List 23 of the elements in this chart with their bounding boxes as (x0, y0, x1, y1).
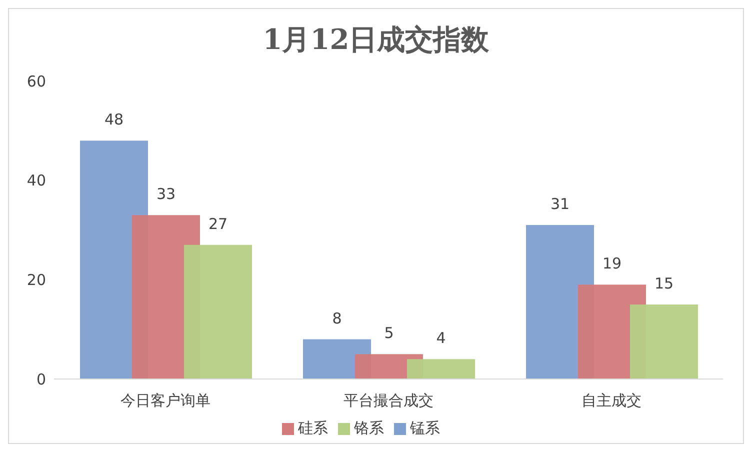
x-tick-label: 平台撮合成交 (344, 392, 434, 410)
y-tick-label: 60 (26, 72, 46, 90)
data-label: 27 (208, 214, 228, 233)
data-label: 31 (550, 195, 570, 214)
data-label: 33 (156, 185, 176, 204)
y-tick-label: 20 (26, 270, 46, 289)
legend-label: 硅系 (298, 419, 328, 437)
legend-label: 铬系 (354, 419, 384, 437)
y-tick-label: 0 (36, 370, 46, 388)
bar (407, 359, 475, 379)
y-tick-label: 40 (26, 172, 46, 190)
chart-title: 1月12日成交指数 (262, 22, 490, 58)
x-tick-label: 自主成交 (582, 392, 642, 410)
data-label: 8 (332, 309, 342, 328)
data-label: 48 (104, 110, 124, 129)
bar (630, 304, 698, 379)
data-label: 19 (602, 254, 622, 273)
data-label: 4 (436, 329, 446, 348)
legend-label: 锰系 (410, 419, 440, 437)
bar (184, 244, 252, 379)
data-label: 15 (654, 274, 674, 292)
x-tick-label: 今日客户询单 (120, 392, 210, 410)
data-label: 5 (384, 324, 394, 342)
